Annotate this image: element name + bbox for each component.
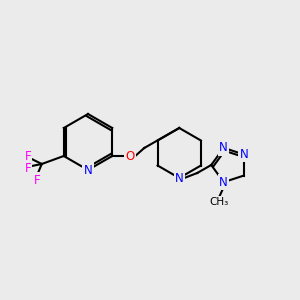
Text: N: N bbox=[175, 172, 184, 184]
Text: F: F bbox=[24, 149, 31, 163]
Text: N: N bbox=[239, 148, 248, 161]
Text: CH₃: CH₃ bbox=[209, 197, 228, 207]
Text: F: F bbox=[24, 163, 31, 176]
Text: N: N bbox=[219, 176, 228, 189]
Text: N: N bbox=[84, 164, 92, 176]
Text: F: F bbox=[33, 173, 40, 187]
Text: O: O bbox=[126, 149, 135, 163]
Text: N: N bbox=[219, 141, 228, 154]
